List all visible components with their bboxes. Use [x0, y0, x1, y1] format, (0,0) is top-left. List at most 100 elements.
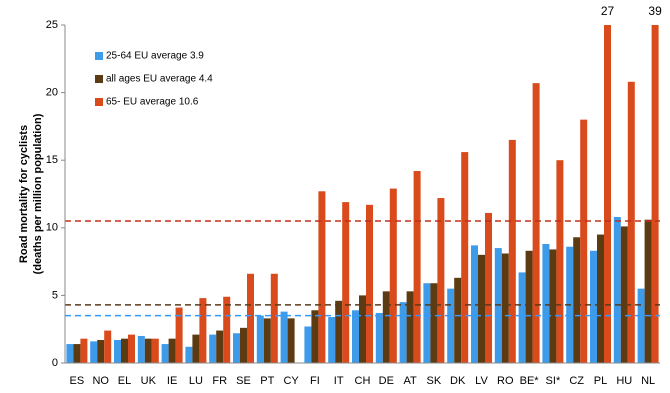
bar — [573, 237, 581, 363]
bar — [651, 25, 659, 364]
y-tick-label: 10 — [46, 222, 58, 234]
legend-label: all ages EU average 4.4 — [106, 74, 213, 85]
bar — [185, 346, 193, 363]
x-tick-label: CZ — [569, 375, 584, 387]
x-tick-label: CH — [355, 375, 371, 387]
x-tick-label: LU — [189, 375, 203, 387]
bar — [637, 288, 645, 363]
x-tick-label: AT — [403, 375, 417, 387]
y-tick-label: 15 — [46, 154, 58, 166]
y-axis-title: Road mortality for cyclists (deaths per … — [18, 113, 44, 274]
bar — [580, 119, 588, 363]
x-tick-label: ES — [70, 375, 85, 387]
x-tick-label: IT — [334, 375, 344, 387]
x-tick-label: NO — [92, 375, 109, 387]
data-label: 39 — [648, 4, 662, 18]
bar — [597, 234, 604, 363]
x-tick-label: UK — [141, 375, 157, 387]
x-tick-label: HU — [616, 375, 632, 387]
legend-swatch — [95, 52, 103, 60]
x-tick-label: PT — [260, 375, 274, 387]
bar — [121, 338, 128, 363]
bar — [73, 344, 81, 363]
bar — [471, 245, 478, 363]
x-tick-label: PL — [594, 375, 607, 387]
legend-label: 25-64 EU average 3.9 — [106, 51, 204, 62]
x-tick-label: BE* — [520, 375, 540, 387]
bar — [389, 188, 397, 363]
x-tick-label: NL — [641, 375, 655, 387]
bar — [240, 327, 247, 363]
bar — [199, 298, 207, 363]
bar — [620, 226, 628, 363]
bar — [549, 249, 557, 363]
bar — [287, 318, 295, 363]
legend-label: 65- EU average 10.6 — [106, 97, 199, 108]
bar — [590, 250, 597, 363]
y-tick-label: 25 — [46, 19, 58, 31]
bar — [501, 253, 509, 363]
bar — [318, 191, 326, 363]
bar — [556, 160, 564, 363]
bar — [270, 273, 278, 363]
bar — [168, 338, 176, 363]
bar — [375, 312, 383, 363]
bar — [454, 277, 462, 363]
bar — [352, 310, 359, 363]
bar — [209, 334, 217, 363]
bar — [335, 300, 343, 363]
bar — [399, 302, 407, 363]
bar — [90, 341, 98, 363]
bar — [80, 338, 88, 363]
bar — [151, 338, 159, 363]
bar — [328, 317, 336, 363]
x-tick-label: LV — [475, 375, 488, 387]
bar — [192, 334, 200, 363]
bar — [406, 291, 414, 363]
y-tick-label: 5 — [52, 289, 58, 301]
bar — [366, 204, 373, 363]
bar — [359, 295, 366, 363]
bar — [161, 344, 169, 363]
bar — [137, 335, 145, 363]
bar — [223, 296, 231, 363]
bar — [216, 330, 224, 363]
y-axis-title-line: Road mortality for cyclists — [18, 125, 30, 263]
bar — [144, 338, 152, 363]
y-axis-title-line: (deaths per million population) — [32, 113, 44, 274]
bar — [525, 250, 533, 363]
legend-swatch — [95, 98, 103, 106]
bar — [461, 152, 469, 363]
x-tick-label: DK — [450, 375, 466, 387]
bar — [175, 307, 183, 363]
y-tick-label: 20 — [46, 87, 58, 99]
bar — [413, 171, 421, 363]
bar — [311, 310, 319, 363]
bar — [437, 198, 445, 363]
bar — [644, 219, 652, 363]
bar — [532, 83, 540, 364]
bar — [518, 272, 526, 363]
plot-area — [66, 25, 659, 364]
bar — [604, 25, 611, 364]
x-tick-label: RO — [497, 375, 514, 387]
x-tick-label: EL — [118, 375, 131, 387]
bar — [233, 333, 240, 363]
x-tick-label: IE — [167, 375, 177, 387]
bar — [382, 291, 390, 363]
legend-swatch — [95, 75, 103, 83]
bar — [508, 139, 516, 363]
bar — [97, 340, 105, 363]
x-tick-label: SE — [236, 375, 251, 387]
bar — [478, 254, 485, 363]
x-tick-label: DE — [379, 375, 394, 387]
bar — [485, 212, 492, 363]
bar — [247, 273, 254, 363]
x-tick-label: CY — [283, 375, 299, 387]
bar — [542, 244, 550, 363]
bar — [104, 330, 112, 363]
bar — [613, 216, 621, 363]
bar — [430, 283, 438, 363]
bar — [304, 326, 312, 363]
